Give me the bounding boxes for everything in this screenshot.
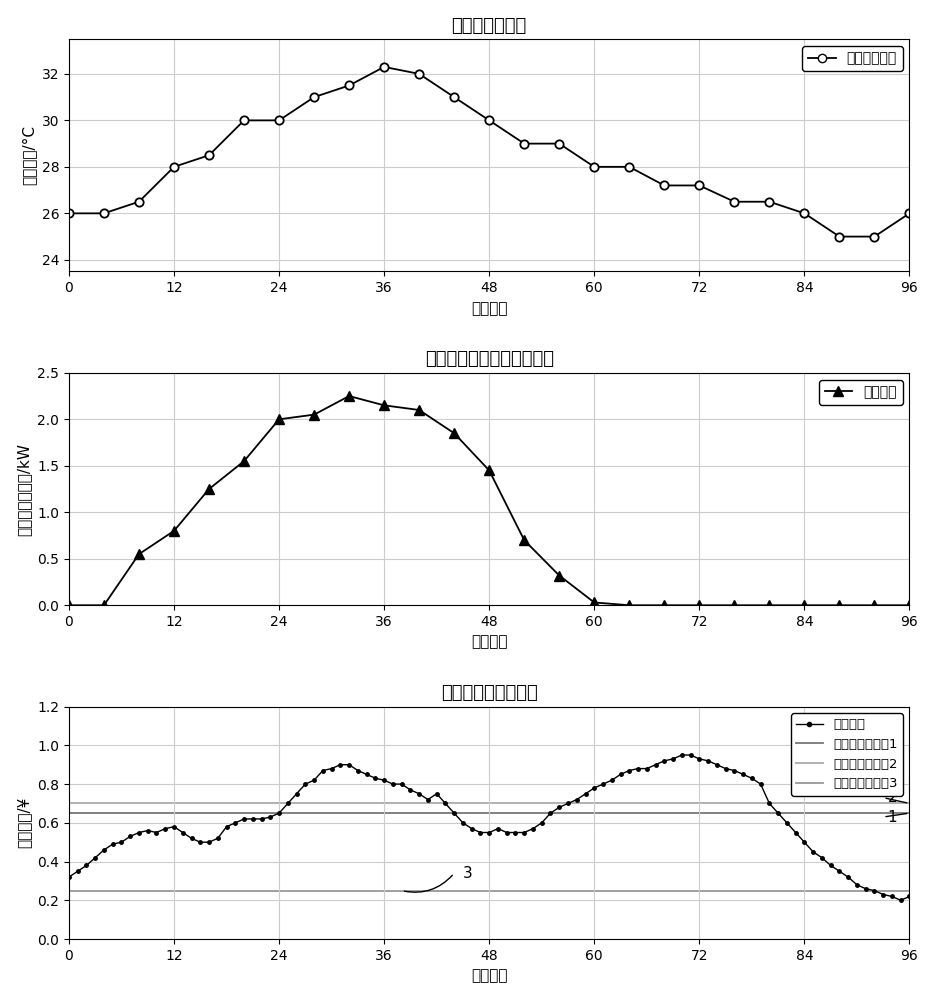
Legend: 输出功率: 输出功率 xyxy=(819,380,902,405)
Title: 实时电价变化曲线图: 实时电价变化曲线图 xyxy=(440,684,538,702)
Text: 1: 1 xyxy=(887,810,898,825)
Title: 太阳能发电输出功率曲线图: 太阳能发电输出功率曲线图 xyxy=(424,350,554,368)
Y-axis label: 电费价格/¥: 电费价格/¥ xyxy=(17,797,32,848)
Y-axis label: 室外温度/°C: 室外温度/°C xyxy=(22,125,36,185)
X-axis label: 工作时隙: 工作时隙 xyxy=(471,968,508,983)
Y-axis label: 太阳能输出功率/kW: 太阳能输出功率/kW xyxy=(17,443,32,536)
Legend: 室外环境温度: 室外环境温度 xyxy=(802,46,902,71)
Title: 环境温度变化图: 环境温度变化图 xyxy=(452,17,526,35)
Text: 3: 3 xyxy=(463,866,473,881)
Text: 2: 2 xyxy=(887,790,898,805)
X-axis label: 工作时隙: 工作时隙 xyxy=(471,301,508,316)
Legend: 购电价格, 蓄电池放电阈值1, 电动车放电阈值2, 电动车充电阈值3: 购电价格, 蓄电池放电阈值1, 电动车放电阈值2, 电动车充电阈值3 xyxy=(791,713,903,796)
X-axis label: 工作时隙: 工作时隙 xyxy=(471,635,508,650)
